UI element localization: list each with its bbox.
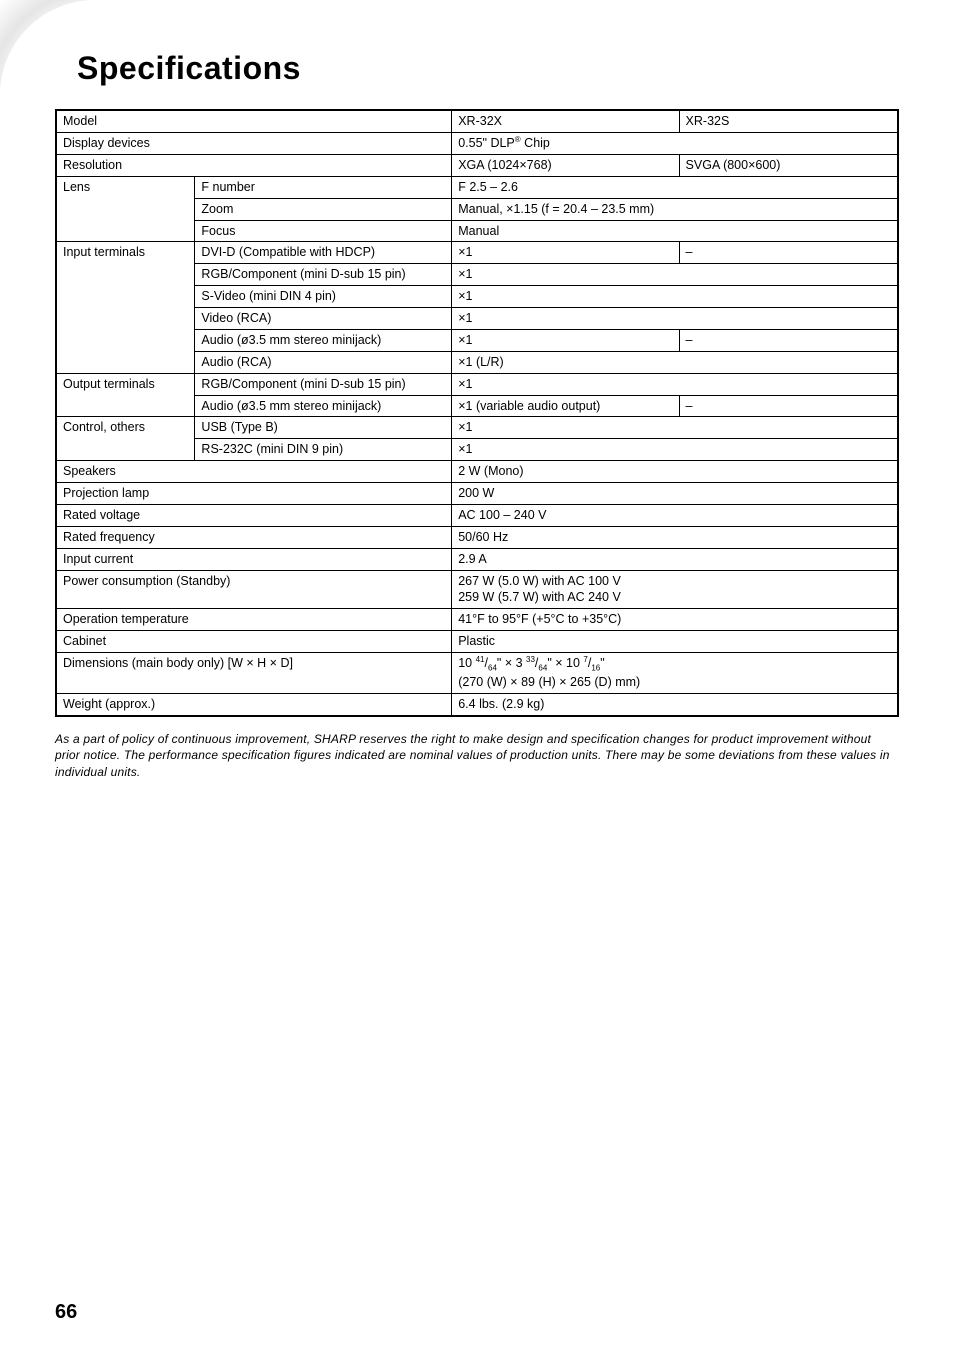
cell: –	[679, 395, 898, 417]
sub-label: Audio (ø3.5 mm stereo minijack)	[195, 329, 452, 351]
cell: F 2.5 – 2.6	[452, 176, 898, 198]
sub-label: RGB/Component (mini D-sub 15 pin)	[195, 373, 452, 395]
row-label: Model	[56, 110, 452, 132]
cell: –	[679, 242, 898, 264]
cell: 41°F to 95°F (+5°C to +35°C)	[452, 609, 898, 631]
cell: ×1	[452, 329, 679, 351]
cell: 267 W (5.0 W) with AC 100 V259 W (5.7 W)…	[452, 570, 898, 609]
row-label: Output terminals	[56, 373, 195, 417]
cell: Plastic	[452, 631, 898, 653]
cell: ×1	[452, 373, 898, 395]
sub-label: F number	[195, 176, 452, 198]
cell: Manual, ×1.15 (f = 20.4 – 23.5 mm)	[452, 198, 898, 220]
sub-label: Focus	[195, 220, 452, 242]
cell: 200 W	[452, 483, 898, 505]
cell: ×1 (L/R)	[452, 351, 898, 373]
cell: ×1	[452, 264, 898, 286]
cell: XGA (1024×768)	[452, 154, 679, 176]
cell: XR-32X	[452, 110, 679, 132]
sub-label: Zoom	[195, 198, 452, 220]
sub-label: Audio (ø3.5 mm stereo minijack)	[195, 395, 452, 417]
cell: 2.9 A	[452, 548, 898, 570]
row-label: Operation temperature	[56, 609, 452, 631]
cell: ×1	[452, 439, 898, 461]
cell: ×1	[452, 308, 898, 330]
cell: ×1 (variable audio output)	[452, 395, 679, 417]
sub-label: RS-232C (mini DIN 9 pin)	[195, 439, 452, 461]
cell: Manual	[452, 220, 898, 242]
cell: SVGA (800×600)	[679, 154, 898, 176]
row-label: Input terminals	[56, 242, 195, 373]
cell: XR-32S	[679, 110, 898, 132]
row-label: Weight (approx.)	[56, 694, 452, 716]
cell: ×1	[452, 286, 898, 308]
row-label: Rated frequency	[56, 526, 452, 548]
row-label: Rated voltage	[56, 504, 452, 526]
cell: AC 100 – 240 V	[452, 504, 898, 526]
row-label: Projection lamp	[56, 483, 452, 505]
row-label: Resolution	[56, 154, 452, 176]
cell: ×1	[452, 242, 679, 264]
page-number: 66	[55, 1301, 77, 1324]
cell: 50/60 Hz	[452, 526, 898, 548]
sub-label: Audio (RCA)	[195, 351, 452, 373]
row-label: Cabinet	[56, 631, 452, 653]
cell: ×1	[452, 417, 898, 439]
cell: 2 W (Mono)	[452, 461, 898, 483]
footer-note: As a part of policy of continuous improv…	[55, 731, 899, 780]
row-label: Dimensions (main body only) [W × H × D]	[56, 653, 452, 694]
sub-label: DVI-D (Compatible with HDCP)	[195, 242, 452, 264]
sub-label: RGB/Component (mini D-sub 15 pin)	[195, 264, 452, 286]
page-title: Specifications	[77, 50, 899, 87]
cell: 6.4 lbs. (2.9 kg)	[452, 694, 898, 716]
ornament-arc	[0, 0, 95, 95]
row-label: Display devices	[56, 132, 452, 154]
sub-label: Video (RCA)	[195, 308, 452, 330]
sub-label: S-Video (mini DIN 4 pin)	[195, 286, 452, 308]
cell: –	[679, 329, 898, 351]
row-label: Lens	[56, 176, 195, 242]
row-label: Power consumption (Standby)	[56, 570, 452, 609]
cell: 0.55" DLP® Chip	[452, 132, 898, 154]
cell: 10 41/64" × 3 33/64" × 10 7/16"(270 (W) …	[452, 653, 898, 694]
row-label: Input current	[56, 548, 452, 570]
sub-label: USB (Type B)	[195, 417, 452, 439]
row-label: Control, others	[56, 417, 195, 461]
row-label: Speakers	[56, 461, 452, 483]
spec-table: Model XR-32X XR-32S Display devices 0.55…	[55, 109, 899, 717]
